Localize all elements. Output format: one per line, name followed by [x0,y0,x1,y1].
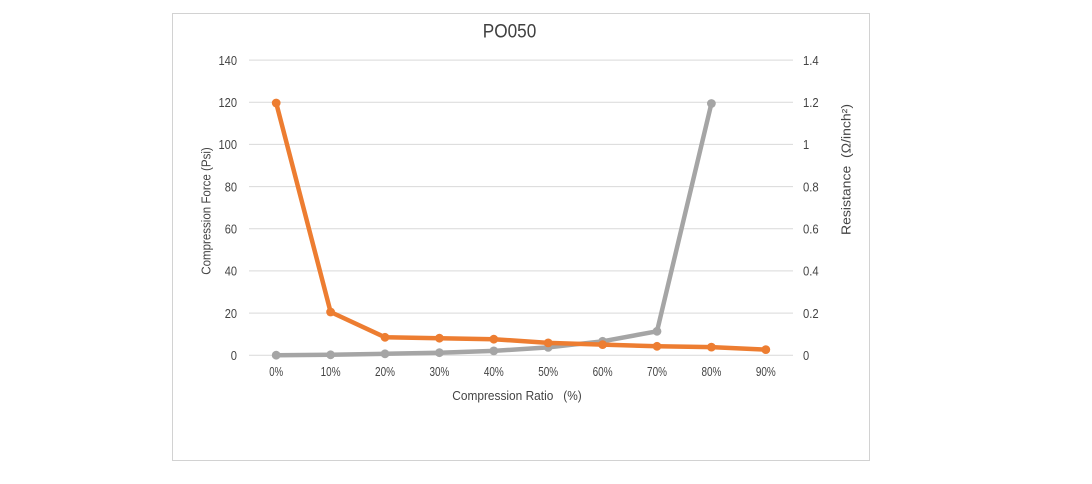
svg-text:Resistance (Ω/inch²): Resistance (Ω/inch²) [839,104,854,235]
svg-text:40%: 40% [484,364,504,379]
svg-text:20: 20 [225,306,237,321]
svg-text:80%: 80% [701,364,721,379]
svg-text:Compression Force (Psi): Compression Force (Psi) [199,147,214,275]
svg-text:Compression Ratio (%): Compression Ratio (%) [452,388,582,403]
svg-text:60%: 60% [593,364,613,379]
svg-text:140: 140 [219,53,238,68]
svg-text:10%: 10% [321,364,341,379]
svg-text:60: 60 [225,221,237,236]
svg-text:0: 0 [803,348,809,363]
svg-text:0.8: 0.8 [803,179,819,194]
svg-text:0.6: 0.6 [803,221,819,236]
svg-text:70%: 70% [647,364,667,379]
svg-text:1.2: 1.2 [803,95,819,110]
svg-text:1.4: 1.4 [803,53,819,68]
svg-text:0.2: 0.2 [803,306,819,321]
svg-text:100: 100 [219,137,238,152]
svg-text:40: 40 [225,264,237,279]
svg-text:120: 120 [219,95,238,110]
svg-text:20%: 20% [375,364,395,379]
svg-text:30%: 30% [429,364,449,379]
svg-text:80: 80 [225,179,237,194]
svg-text:0.4: 0.4 [803,264,819,279]
svg-text:0: 0 [231,348,237,363]
svg-text:1: 1 [803,137,809,152]
svg-text:0%: 0% [269,364,283,379]
svg-text:50%: 50% [538,364,558,379]
svg-text:90%: 90% [756,364,776,379]
svg-text:PO050: PO050 [483,22,537,43]
